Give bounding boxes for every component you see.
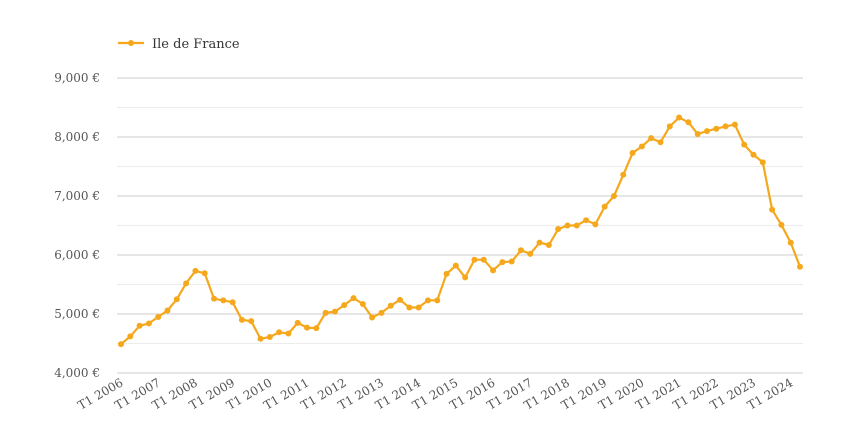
data-point (694, 131, 701, 138)
series-layer (118, 114, 803, 348)
data-point (276, 329, 283, 336)
data-point (378, 309, 385, 316)
y-axis: 4,000 € 5,000 € 6,000 € 7,000 € 8,000 € 9,000… (54, 71, 100, 380)
data-point (145, 320, 152, 327)
data-point (424, 297, 431, 304)
data-point (750, 151, 757, 158)
data-point (136, 322, 143, 329)
data-point (322, 309, 329, 316)
y-tick-label: 4,000 € (54, 366, 100, 380)
y-tick-label: 8,000 € (54, 130, 100, 144)
data-point (657, 139, 664, 146)
data-point (443, 270, 450, 277)
series-line (119, 116, 802, 346)
data-point (173, 296, 180, 303)
data-point (238, 316, 245, 323)
data-point (722, 123, 729, 130)
data-point (452, 262, 459, 269)
data-point (499, 259, 506, 266)
data-point (778, 221, 785, 228)
data-point (564, 222, 571, 229)
data-point (406, 304, 413, 311)
data-point (164, 307, 171, 314)
data-point (648, 135, 655, 142)
data-point (676, 114, 683, 121)
data-point (508, 258, 515, 265)
data-point (359, 300, 366, 307)
data-point (257, 335, 264, 342)
data-point (211, 295, 218, 302)
data-point (248, 318, 255, 325)
data-point (350, 295, 357, 302)
data-point (555, 226, 562, 233)
data-point (685, 119, 692, 126)
data-point (573, 222, 580, 229)
data-point (490, 267, 497, 274)
legend-label: Ile de France (152, 37, 240, 52)
data-point (229, 299, 236, 306)
data-point (462, 274, 469, 281)
data-point (517, 247, 524, 254)
data-point (387, 302, 394, 309)
y-tick-label: 5,000 € (54, 307, 100, 321)
data-point (545, 241, 552, 248)
data-point (787, 239, 794, 246)
data-point (480, 256, 487, 263)
data-point (471, 256, 478, 263)
data-point (434, 297, 441, 304)
data-point (183, 280, 190, 287)
data-point (118, 341, 124, 348)
data-point (527, 250, 534, 257)
data-point (341, 302, 348, 309)
data-point (797, 263, 803, 270)
data-point (638, 143, 645, 150)
data-point (397, 296, 404, 303)
y-tick-label: 9,000 € (54, 71, 100, 85)
data-point (127, 333, 134, 340)
data-point (601, 203, 608, 210)
data-point (155, 313, 162, 320)
data-point (666, 123, 673, 130)
y-tick-label: 6,000 € (54, 248, 100, 262)
data-point (266, 334, 273, 341)
data-point (536, 239, 543, 246)
legend: Ile de France (118, 37, 240, 52)
legend-dot-marker (128, 40, 134, 46)
data-point (620, 171, 627, 178)
data-point (201, 270, 208, 277)
data-point (331, 308, 338, 315)
data-point (192, 267, 199, 274)
data-point (741, 141, 748, 148)
data-point (294, 319, 301, 326)
y-tick-label: 7,000 € (54, 189, 100, 203)
data-point (703, 128, 710, 135)
data-point (285, 330, 292, 337)
data-point (592, 221, 599, 228)
data-point (415, 304, 422, 311)
data-point (583, 217, 590, 224)
data-point (220, 297, 227, 304)
data-point (713, 125, 720, 132)
data-point (304, 324, 311, 331)
data-point (629, 149, 636, 156)
data-point (313, 325, 320, 332)
data-point (731, 121, 738, 128)
data-point (759, 159, 766, 166)
data-point (369, 314, 376, 321)
grid-layer (117, 77, 803, 374)
data-point (610, 193, 617, 199)
data-point (769, 206, 776, 213)
